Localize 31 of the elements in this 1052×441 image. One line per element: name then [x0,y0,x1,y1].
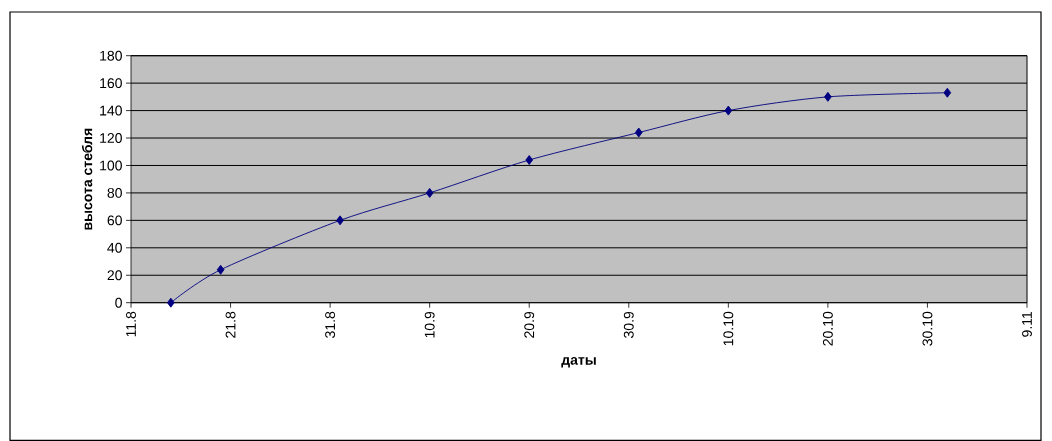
x-tick-label: 30.9 [623,311,634,338]
y-tick-label: 120 [100,133,122,143]
point [824,91,832,102]
y-tick-label: 80 [107,187,122,198]
point [943,87,952,98]
x-tick-label: 31.8 [325,311,336,338]
y-tick-label: 0 [115,297,122,308]
y-tick-label: 40 [107,242,122,253]
x-tick-label: 21.8 [225,311,236,338]
x-axis-title: даты [561,357,596,368]
y-tick-label: 100 [100,160,122,171]
point [216,264,225,275]
y-tick-label: 160 [100,78,122,89]
point [425,187,434,198]
y-axis-title: высота стебля [81,128,93,230]
x-tick-label: 30.10 [922,311,933,346]
point [724,105,733,116]
x-tick-label: 9.11 [1022,311,1032,337]
point [167,297,175,308]
y-tick-label: 60 [107,215,122,226]
point [634,127,643,138]
y-tick-label: 140 [100,105,122,116]
y-tick-label: 180 [100,50,122,61]
y-tick-label: 20 [107,270,122,281]
point [336,215,344,226]
point [525,155,534,165]
x-tick-label: 10.10 [723,311,734,346]
x-tick-label: 20.9 [524,311,535,338]
x-tick-label: 20.10 [822,311,833,346]
x-tick-label: 10.9 [424,311,435,338]
x-tick-label: 11.8 [126,311,136,337]
